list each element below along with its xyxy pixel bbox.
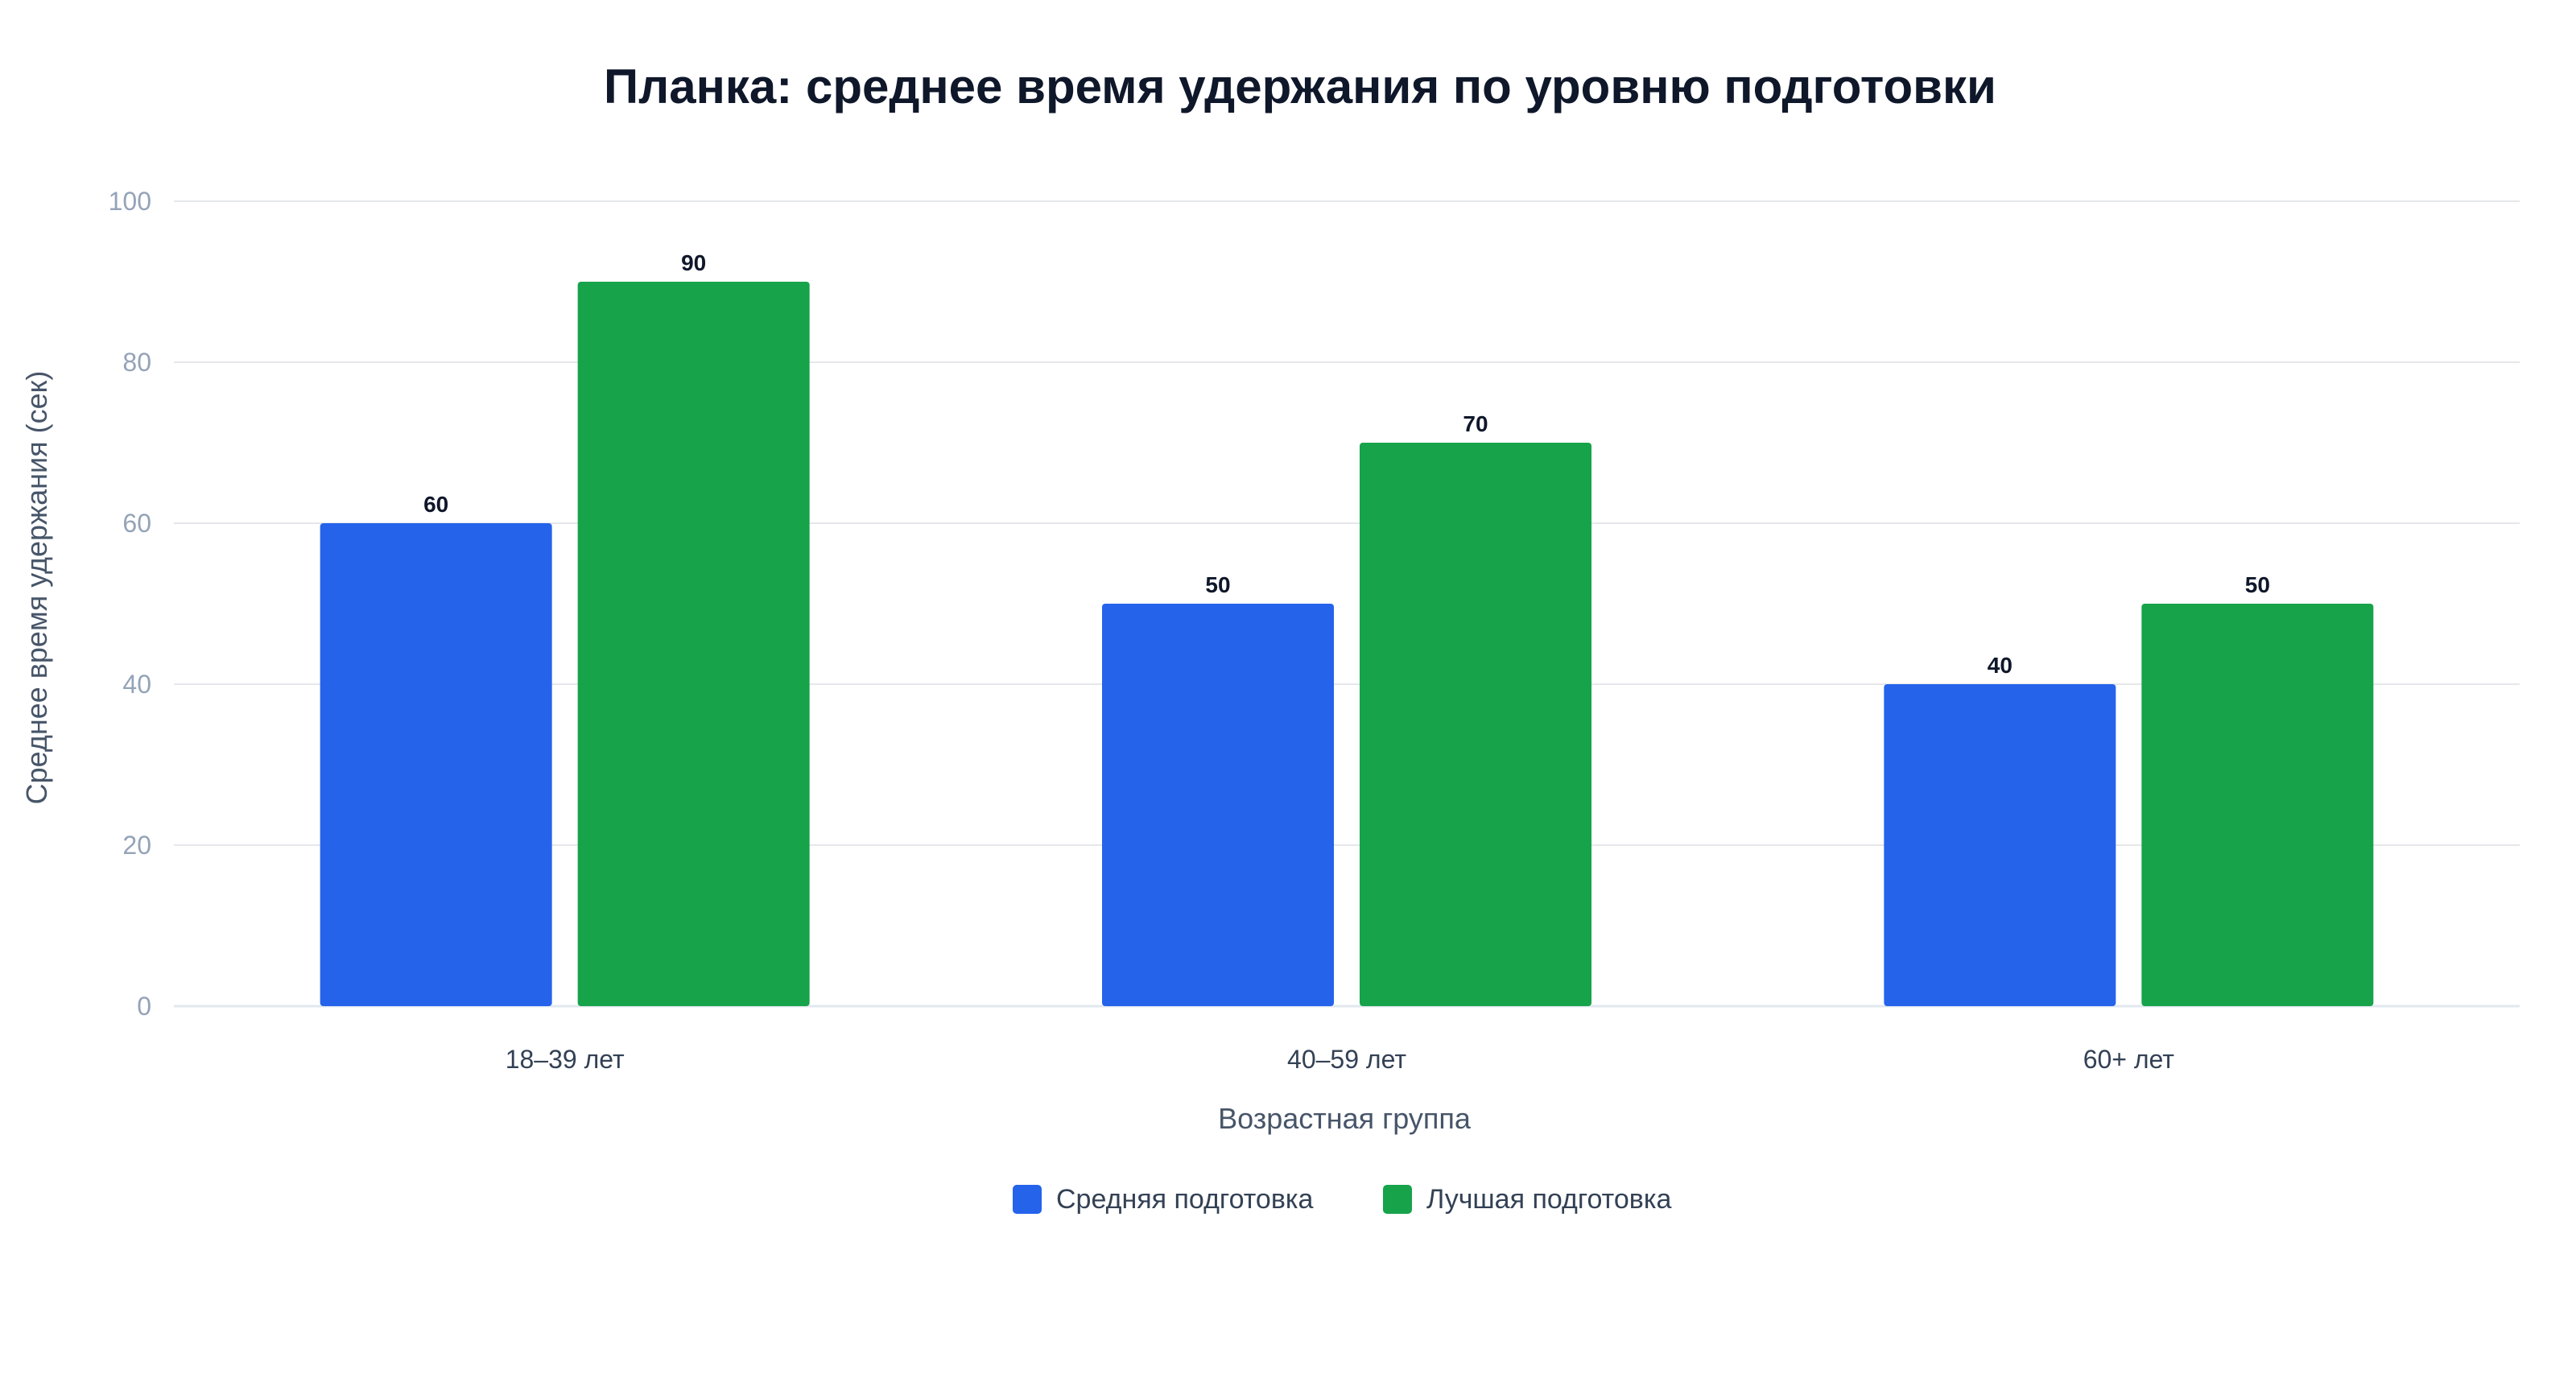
data-label: 50 [2245, 572, 2270, 597]
data-label: 50 [1205, 572, 1230, 597]
legend-label: Лучшая подготовка [1426, 1184, 1671, 1215]
bar-best-1 [1360, 443, 1591, 1006]
legend-item: Лучшая подготовка [1383, 1184, 1671, 1215]
data-label: 90 [681, 250, 706, 275]
y-axis-title: Среднее время удержания (сек) [20, 371, 53, 805]
legend-label: Средняя подготовка [1056, 1184, 1314, 1215]
bar-best-2 [2141, 604, 2374, 1006]
x-tick-label: 40–59 лет [1287, 1045, 1406, 1074]
data-label: 60 [423, 492, 448, 517]
bars [320, 282, 2374, 1006]
x-tick-label: 60+ лет [2083, 1045, 2175, 1074]
gridlines [174, 200, 2520, 1008]
data-label: 40 [1988, 653, 2013, 678]
bar-average-0 [320, 523, 552, 1006]
x-tick-label: 18–39 лет [506, 1045, 625, 1074]
y-tick-label: 60 [122, 509, 151, 538]
x-axis-ticks: 18–39 лет 40–59 лет 60+ лет [506, 1045, 2175, 1074]
y-tick-label: 20 [122, 831, 151, 860]
chart-title: Планка: среднее время удержания по уровн… [604, 60, 1996, 113]
x-axis-title: Возрастная группа [1218, 1102, 1472, 1135]
legend-swatch [1383, 1185, 1412, 1214]
value-labels: 60 90 50 70 40 50 [423, 250, 2270, 678]
bar-average-2 [1884, 684, 2116, 1006]
legend-item: Средняя подготовка [1013, 1184, 1314, 1215]
bar-best-0 [577, 282, 810, 1006]
y-axis-ticks: 0 20 40 60 80 100 [109, 187, 151, 1021]
legend: Средняя подготовка Лучшая подготовка [1013, 1184, 1671, 1215]
bar-average-1 [1102, 604, 1334, 1006]
data-label: 70 [1463, 411, 1488, 436]
y-tick-label: 100 [109, 187, 151, 216]
y-tick-label: 80 [122, 348, 151, 377]
y-tick-label: 0 [137, 992, 151, 1021]
legend-swatch [1013, 1185, 1042, 1214]
y-tick-label: 40 [122, 670, 151, 699]
